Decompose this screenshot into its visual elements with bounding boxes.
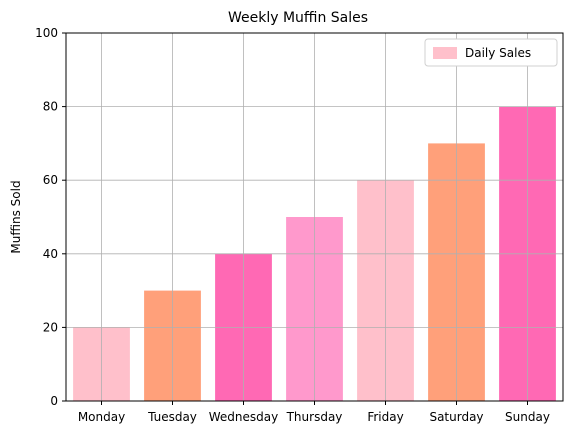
legend-swatch [433,47,457,59]
plot-area: 0 20 40 60 80 100 Monday Tuesday Wednesday Thursd… [35,26,564,424]
y-tick-label-80: 80 [43,100,58,114]
y-tick-label-20: 20 [43,320,58,334]
y-tick-label-100: 100 [35,26,58,40]
y-tick-label-40: 40 [43,247,58,261]
y-axis-label: Muffins Sold [9,180,23,253]
legend-label: Daily Sales [465,46,531,60]
legend-box [424,38,558,67]
x-tick-label-saturday: Saturday [429,410,483,424]
x-tick-label-wednesday: Wednesday [209,410,278,424]
x-tick-label-tuesday: Tuesday [147,410,197,424]
x-tick-label-monday: Monday [78,410,125,424]
y-tick-label-0: 0 [50,394,58,408]
x-tick-label-sunday: Sunday [505,410,550,424]
x-tick-label-friday: Friday [367,410,403,424]
chart-title: Weekly Muffin Sales [228,10,368,26]
x-tick-label-thursday: Thursday [286,410,343,424]
y-tick-label-60: 60 [43,173,58,187]
